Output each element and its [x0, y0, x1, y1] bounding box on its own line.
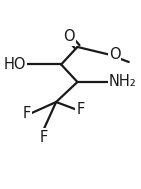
Text: F: F [76, 102, 84, 117]
Text: O: O [63, 29, 74, 44]
Text: HO: HO [4, 57, 26, 72]
Text: NH₂: NH₂ [109, 74, 136, 89]
Text: O: O [109, 47, 120, 62]
Text: F: F [23, 106, 31, 121]
Text: F: F [39, 129, 48, 145]
